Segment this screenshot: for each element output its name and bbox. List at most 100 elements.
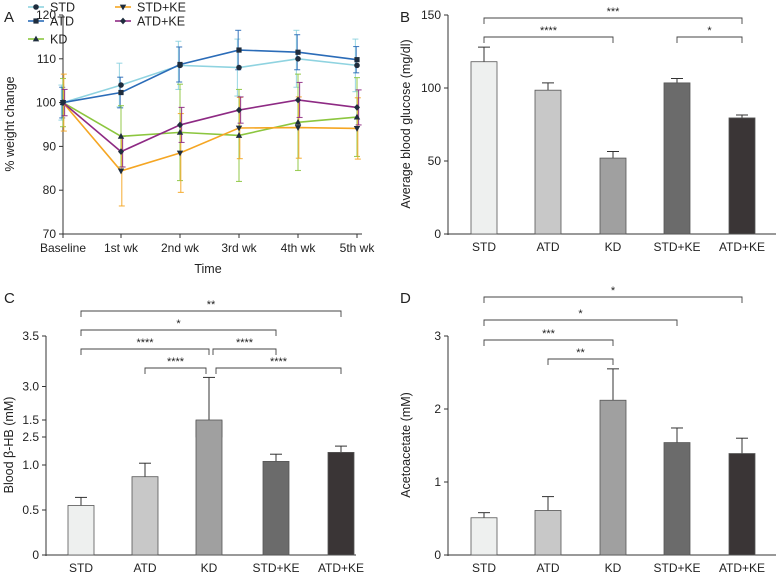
panel-a-point	[176, 150, 184, 157]
legend-marker	[33, 18, 39, 24]
panel-a-x-tick-label: 3rd wk	[221, 241, 257, 255]
panel-c-bar	[131, 476, 159, 556]
panel-c-y-tick-label: 2.5	[22, 430, 39, 444]
panel-d-y-tick-label: 0	[434, 548, 441, 562]
panel-label-c: C	[4, 290, 15, 307]
panel-c-x-tick-label: KD	[201, 561, 218, 575]
panel-c-bar	[262, 460, 290, 556]
panel-b-bar	[534, 89, 562, 235]
panel-a-x-tick-label: Baseline	[40, 241, 86, 255]
panel-a-point	[118, 82, 124, 88]
panel-d-x-tick-label: ATD+KE	[719, 561, 765, 575]
panel-b-significance-bracket	[676, 36, 743, 43]
legend-label: STD+KE	[137, 1, 186, 15]
panel-b-significance-bracket	[483, 17, 743, 24]
panel-label-a: A	[4, 9, 14, 26]
panel-a-point	[353, 113, 361, 120]
panel-d-bar	[663, 442, 691, 556]
panel-c-x-tick-label: STD	[69, 561, 93, 575]
panel-a-x-tick-label: 4th wk	[281, 241, 317, 255]
legend-label: KD	[50, 33, 67, 47]
panel-a-point	[294, 118, 302, 125]
panel-c-significance-bracket	[80, 348, 210, 355]
panel-a-line-kd	[62, 101, 358, 138]
panel-d-y-tick-label: 1	[434, 475, 441, 489]
panel-c-significance-label: **	[207, 299, 216, 311]
panel-b-bar	[728, 117, 756, 235]
panel-c-bar	[67, 505, 95, 556]
panel-b-x-tick-label: KD	[605, 240, 622, 254]
panel-a-point	[354, 62, 360, 69]
panel-a-y-tick-label: 80	[43, 183, 57, 197]
panel-d-x-tick-label: STD	[472, 561, 496, 575]
panel-a-y-tick-label: 100	[36, 96, 56, 110]
panel-a-point	[295, 56, 301, 62]
panel-a-y-tick-label: 90	[43, 139, 57, 153]
panel-b-y-axis-title: Average blood glucose (mg/dl)	[399, 39, 413, 208]
panel-a-x-tick-label: 2nd wk	[161, 241, 200, 255]
panel-c-significance-bracket	[212, 348, 277, 355]
panel-b-x-tick-label: STD	[472, 240, 496, 254]
panel-d-x-tick-label: KD	[605, 561, 622, 575]
panel-c-significance-label: ****	[136, 337, 154, 349]
panel-c-y-tick-label: 0	[32, 548, 39, 562]
panel-a-x-axis-title: Time	[194, 262, 221, 276]
panel-a-line-atd-ke	[62, 99, 358, 153]
panel-a-y-tick-label: 70	[43, 227, 57, 241]
panel-a-line-atd	[62, 49, 358, 104]
panel-b-bar	[599, 157, 627, 235]
panel-d-x-tick-label: ATD	[536, 561, 559, 575]
panel-c-y-axis-title: Blood β-HB (mM)	[2, 397, 16, 494]
panel-label-b: B	[400, 9, 410, 26]
panel-c-y-tick-label: 0.5	[22, 503, 39, 517]
panel-a-line-std	[62, 57, 358, 104]
panel-a-x-tick-label: 5th wk	[340, 241, 376, 255]
panel-label-d: D	[400, 290, 411, 307]
panel-d-y-axis-title: Acetoacetate (mM)	[399, 392, 413, 498]
panel-c-significance-label: ****	[270, 356, 288, 368]
panel-c-significance-bracket	[144, 367, 207, 374]
panel-a-point	[294, 125, 302, 131]
panel-c-x-tick-label: ATD+KE	[318, 561, 364, 575]
panel-c-x-tick-label: ATD	[133, 561, 156, 575]
panel-d-significance-bracket	[483, 296, 743, 303]
panel-a-point	[354, 57, 360, 63]
panel-c-y-tick-label: 1.5	[22, 413, 39, 427]
panel-a-point	[176, 128, 184, 135]
panel-a-y-axis-title: % weight change	[3, 76, 17, 171]
panel-a-point	[236, 47, 242, 53]
panel-b-x-tick-label: ATD	[536, 240, 559, 254]
panel-c-x-tick-label: STD+KE	[252, 561, 299, 575]
panel-d-significance-label: *	[578, 308, 583, 320]
legend-marker	[33, 4, 39, 10]
legend-marker	[32, 35, 40, 42]
legend-label: ATD	[50, 15, 74, 29]
panel-d-bar	[470, 517, 498, 556]
panel-d-significance-label: ***	[542, 328, 556, 340]
panel-d-significance-bracket	[483, 339, 614, 346]
panel-d-significance-label: *	[611, 285, 616, 297]
panel-b-x-tick-label: STD+KE	[653, 240, 700, 254]
panel-b-significance-label: ***	[607, 6, 621, 18]
panel-b-significance-label: ****	[540, 25, 558, 37]
panel-c-bar-lower	[195, 419, 223, 556]
panel-b-bar	[663, 82, 691, 235]
panel-b-y-tick-label: 50	[428, 154, 442, 168]
panel-d-y-tick-label: 3	[434, 329, 441, 343]
panel-b-x-tick-label: ATD+KE	[719, 240, 765, 254]
panel-a-point	[353, 126, 361, 132]
legend-label: ATD+KE	[137, 15, 185, 29]
panel-a-point	[295, 96, 301, 104]
panel-c-bar	[327, 451, 355, 556]
panel-c-significance-label: *	[176, 318, 181, 330]
panel-a-point	[177, 61, 183, 68]
panel-b-bar	[470, 61, 498, 235]
panel-c-significance-bracket	[80, 310, 342, 317]
panel-a-point	[118, 89, 124, 96]
panel-a-point	[295, 49, 301, 55]
panel-d-y-tick-label: 2	[434, 402, 441, 416]
panel-d-bar	[728, 453, 756, 556]
panel-a-point	[118, 148, 124, 156]
